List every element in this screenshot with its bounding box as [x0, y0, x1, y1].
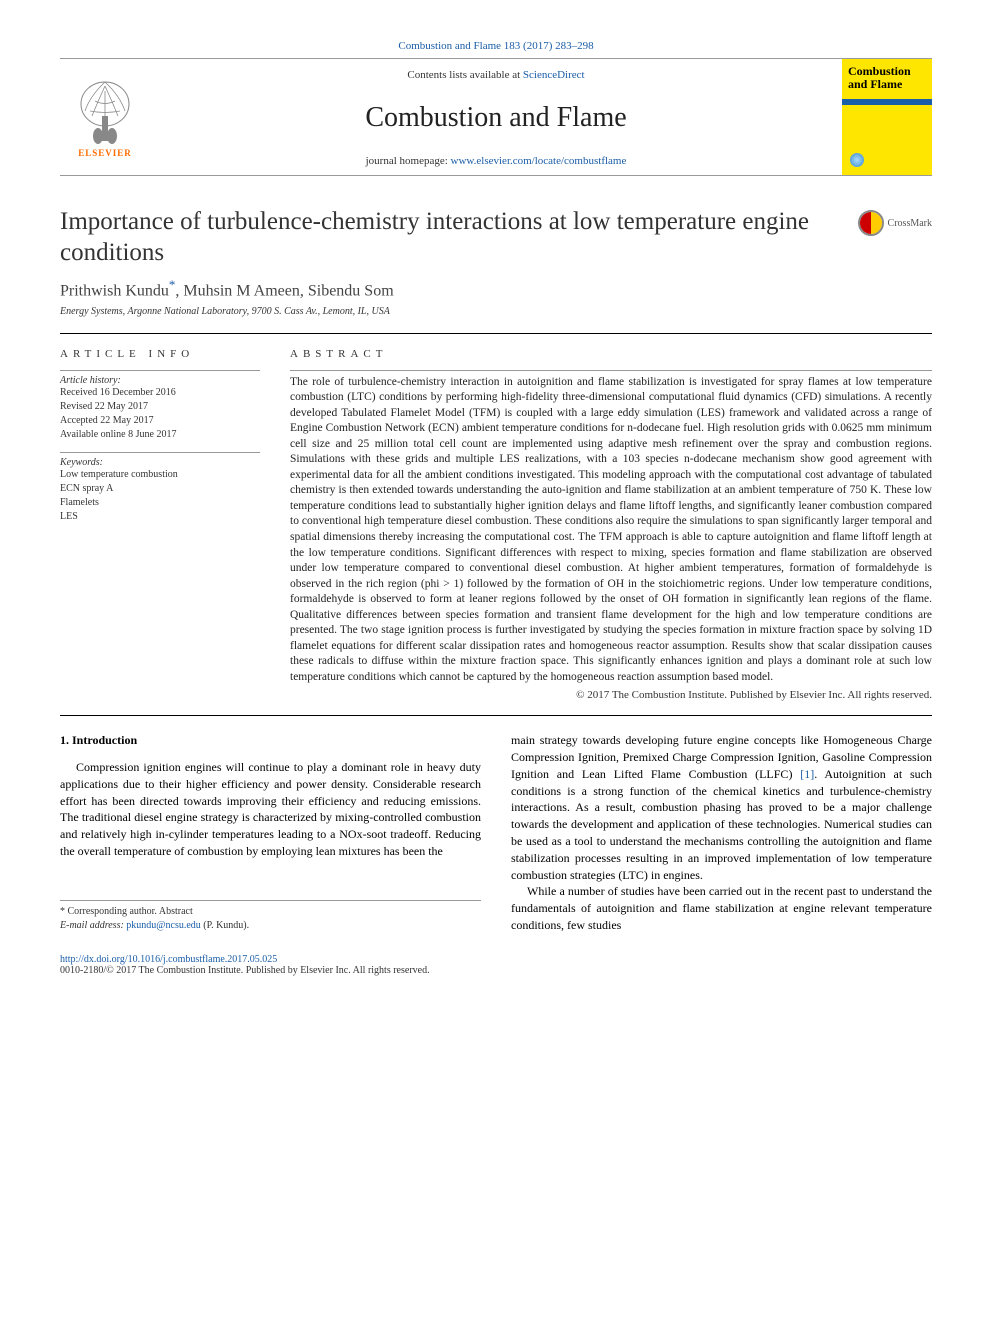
page-footer: http://dx.doi.org/10.1016/j.combustflame… [60, 954, 932, 976]
email-suffix: (P. Kundu). [201, 920, 249, 931]
journal-cover-thumbnail: Combustion and Flame [842, 59, 932, 175]
author-primary: Prithwish Kundu [60, 282, 169, 299]
history-received: Received 16 December 2016 [60, 386, 260, 400]
ref-1-link[interactable]: [1] [800, 767, 814, 781]
divider-mid [60, 715, 932, 716]
authors-rest: , Muhsin M Ameen, Sibendu Som [175, 282, 393, 299]
section-heading-intro: 1. Introduction [60, 732, 481, 749]
body-columns: 1. Introduction Compression ignition eng… [60, 732, 932, 934]
email-label: E-mail address: [60, 920, 126, 931]
body-col-right: main strategy towards developing future … [511, 732, 932, 934]
authors: Prithwish Kundu*, Muhsin M Ameen, Sibend… [60, 277, 932, 300]
homepage-line: journal homepage: www.elsevier.com/locat… [366, 155, 627, 167]
history-label: Article history: [60, 370, 260, 386]
abstract-heading: ABSTRACT [290, 348, 932, 360]
article-title-row: Importance of turbulence-chemistry inter… [60, 206, 932, 269]
contents-prefix: Contents lists available at [407, 69, 522, 81]
journal-reference: Combustion and Flame 183 (2017) 283–298 [60, 40, 932, 52]
elsevier-label: ELSEVIER [78, 148, 132, 158]
history-revised: Revised 22 May 2017 [60, 400, 260, 414]
affiliation: Energy Systems, Argonne National Laborat… [60, 306, 932, 317]
homepage-prefix: journal homepage: [366, 155, 451, 167]
elsevier-tree-icon [70, 76, 140, 146]
keyword-les: LES [60, 510, 260, 524]
abstract-text: The role of turbulence-chemistry interac… [290, 370, 932, 685]
issn-copyright: 0010-2180/© 2017 The Combustion Institut… [60, 965, 932, 976]
sciencedirect-link[interactable]: ScienceDirect [523, 69, 585, 81]
doi-link[interactable]: http://dx.doi.org/10.1016/j.combustflame… [60, 954, 277, 965]
meta-abstract-row: ARTICLE INFO Article history: Received 1… [60, 348, 932, 701]
corresponding-author-block: * Corresponding author. Abstract E-mail … [60, 900, 481, 933]
cover-stripe [842, 99, 932, 105]
history-online: Available online 8 June 2017 [60, 428, 260, 442]
corr-email-link[interactable]: pkundu@ncsu.edu [126, 920, 200, 931]
article-info-column: ARTICLE INFO Article history: Received 1… [60, 348, 260, 701]
article-title: Importance of turbulence-chemistry inter… [60, 206, 838, 269]
header-center: Contents lists available at ScienceDirec… [150, 59, 842, 175]
keywords-label: Keywords: [60, 452, 260, 468]
journal-header: ELSEVIER Contents lists available at Sci… [60, 58, 932, 176]
crossmark-icon [858, 210, 884, 236]
corr-label: * Corresponding author. Abstract [60, 905, 481, 919]
cover-title-line2: and Flame [848, 78, 926, 91]
history-accepted: Accepted 22 May 2017 [60, 414, 260, 428]
body-col-left: 1. Introduction Compression ignition eng… [60, 732, 481, 934]
homepage-link[interactable]: www.elsevier.com/locate/combustflame [451, 155, 627, 167]
intro-para-2-post: . Autoignition at such conditions is a s… [511, 767, 932, 882]
crossmark-badge[interactable]: CrossMark [858, 210, 932, 236]
divider-top [60, 333, 932, 334]
abstract-copyright: © 2017 The Combustion Institute. Publish… [290, 689, 932, 701]
journal-title: Combustion and Flame [365, 102, 626, 134]
keyword-ecn: ECN spray A [60, 482, 260, 496]
article-info-heading: ARTICLE INFO [60, 348, 260, 360]
abstract-column: ABSTRACT The role of turbulence-chemistr… [290, 348, 932, 701]
cover-globe-icon [850, 153, 864, 167]
intro-para-3: While a number of studies have been carr… [511, 883, 932, 933]
intro-para-1: Compression ignition engines will contin… [60, 759, 481, 860]
crossmark-label: CrossMark [888, 218, 932, 229]
intro-para-2: main strategy towards developing future … [511, 732, 932, 883]
contents-lists-line: Contents lists available at ScienceDirec… [407, 69, 584, 81]
elsevier-logo[interactable]: ELSEVIER [60, 59, 150, 175]
keyword-ltc: Low temperature combustion [60, 468, 260, 482]
keyword-flamelets: Flamelets [60, 496, 260, 510]
